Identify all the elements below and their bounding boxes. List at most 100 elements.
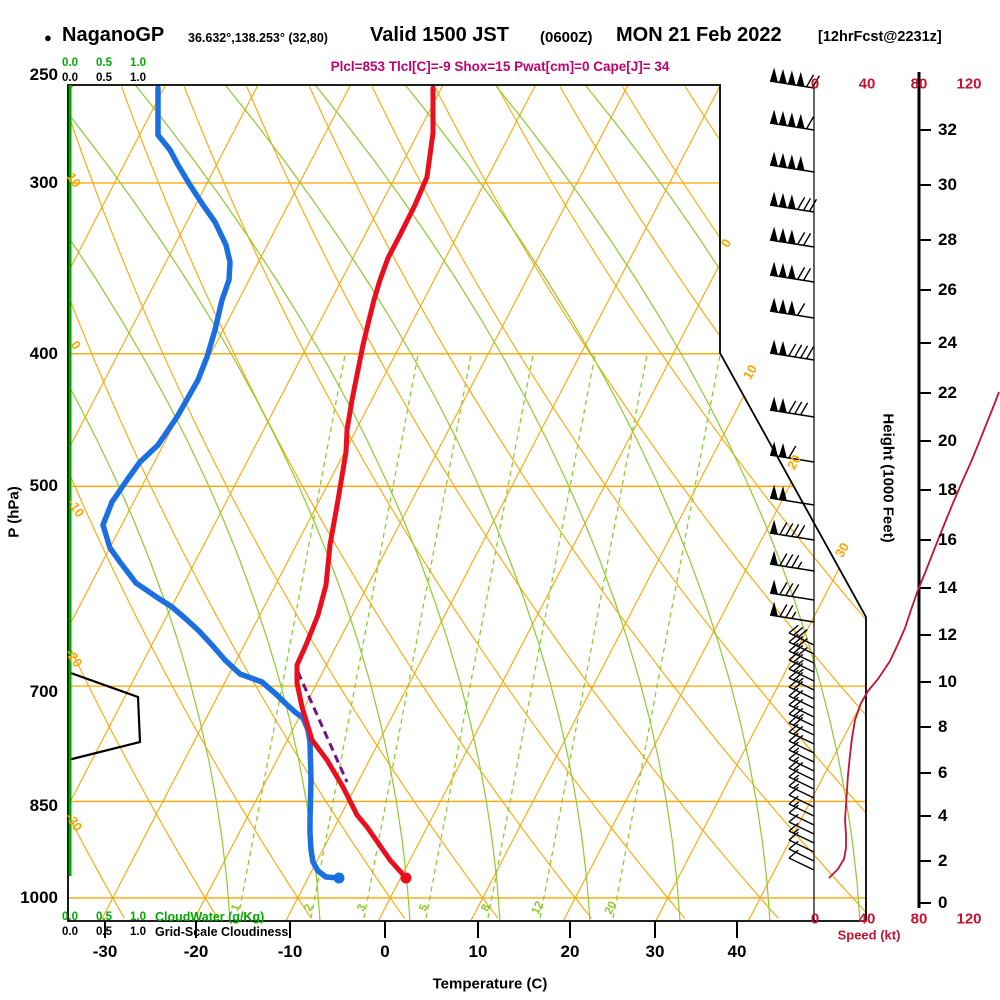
wind-barb	[788, 795, 815, 817]
moist-adiabat-line	[401, 85, 771, 921]
speed-tick-label-top: 80	[910, 75, 928, 93]
wind-barb	[788, 642, 815, 664]
dry-adiabat-line	[183, 86, 686, 919]
cloudwater-scale-bottom: 0.0	[62, 911, 78, 923]
temperature-tick-label: 20	[560, 942, 580, 961]
cloudiness-profile	[67, 670, 142, 762]
isotherm-line	[562, 85, 866, 921]
dry-adiabat-line	[809, 86, 866, 919]
isotherm-line	[68, 85, 351, 921]
temperature-axis-label: Temperature (C)	[432, 975, 548, 993]
isotherm-line	[68, 85, 444, 921]
temperature-curve	[294, 85, 436, 881]
height-tick-label: 24	[938, 333, 957, 352]
mixing-ratio-line	[539, 354, 648, 919]
temperature-tick-label: 40	[727, 942, 747, 961]
wind-barb	[788, 633, 815, 655]
temperature-tick-label: -10	[277, 942, 303, 961]
wind-barb	[769, 484, 815, 506]
cloudiness-scale-bottom: 0.0	[62, 926, 78, 938]
background-grid	[68, 85, 866, 921]
mixing-ratio-line	[487, 354, 596, 919]
isotherm-line	[747, 85, 866, 921]
speed-tick-label-top: 120	[956, 75, 982, 93]
height-tick-label: 22	[938, 383, 957, 402]
dry-adiabat-line	[371, 86, 866, 919]
height-axis-label: Height (1000 Feet)	[879, 413, 897, 543]
wind-barb	[788, 804, 815, 826]
surface-temperature-dot	[400, 872, 412, 884]
wind-barb	[788, 840, 815, 862]
wind-barb	[788, 813, 815, 835]
height-tick-label: 8	[938, 717, 948, 736]
isotherm-line	[192, 85, 629, 921]
moist-adiabat-line	[221, 85, 591, 921]
station-coords: 36.632°,138.253° (32,80)	[188, 31, 328, 45]
height-tick-label: 26	[938, 280, 957, 299]
isotherm-line	[470, 85, 866, 921]
height-tick-label: 6	[938, 763, 948, 782]
valid-date: MON 21 Feb 2022	[616, 24, 782, 46]
height-tick-label: 30	[938, 175, 957, 194]
wind-barb	[769, 151, 815, 173]
mixing-ratio-line	[363, 354, 472, 919]
wind-barb	[769, 601, 815, 623]
dewpoint-curve	[100, 85, 342, 881]
parcel-parameters-line: Plcl=853 Tlcl[C]=-9 Shox=15 Pwat[cm]=0 C…	[330, 59, 670, 74]
wind-barb	[769, 297, 815, 319]
speed-tick-label-top: 40	[858, 75, 876, 93]
pressure-tick-label: 1000	[20, 888, 58, 907]
wind-barb	[788, 723, 815, 745]
wind-barb	[769, 579, 815, 601]
wind-barb	[769, 67, 821, 89]
cloudiness-legend: Grid-Scale Cloudiness	[155, 925, 289, 939]
isotherm-line	[100, 85, 536, 921]
height-tick-label: 2	[938, 851, 948, 870]
dry-adiabat-line	[68, 86, 499, 919]
wind-barb	[769, 191, 818, 213]
wind-barb	[788, 678, 815, 700]
cloudwater-scale-top: 0.0	[62, 57, 78, 69]
temperature-tick-label: 10	[468, 942, 488, 961]
height-tick-label: 32	[938, 120, 957, 139]
isotherm-line	[655, 85, 866, 921]
speed-tick-label-bottom: 80	[910, 910, 928, 928]
isotherm-line	[377, 85, 814, 921]
wind-barb	[788, 651, 815, 673]
dry-adiabat-line	[747, 86, 866, 919]
valid-time: Valid 1500 JST	[370, 24, 509, 46]
speed-tick-label-top: 0	[810, 75, 820, 93]
wind-barb	[788, 777, 815, 799]
wind-barb	[769, 396, 815, 418]
cloudwater-scale-top: 1.0	[130, 57, 146, 69]
dry-adiabat-line	[68, 86, 405, 919]
isotherm-line	[68, 85, 166, 921]
pressure-tick-label: 300	[29, 173, 58, 192]
moist-adiabat-line	[68, 85, 411, 921]
moist-adiabat-line	[131, 85, 501, 921]
dry-adiabat-line	[434, 86, 866, 919]
cloudiness-scale-bottom: 1.0	[130, 926, 146, 938]
moist-adiabat-line	[311, 85, 681, 921]
wind-barb	[788, 750, 815, 772]
isotherm-line	[285, 85, 721, 921]
dry-adiabat-line	[246, 86, 779, 919]
surface-dewpoint-dot	[333, 872, 345, 884]
plot-frame	[67, 84, 867, 922]
dry-adiabat-line	[496, 86, 866, 919]
height-tick-label: 18	[938, 480, 957, 499]
wind-barb	[788, 768, 815, 790]
height-tick-label: 10	[938, 672, 957, 691]
wind-barb	[788, 849, 815, 871]
speed-axis-label: Speed (kt)	[837, 927, 901, 943]
title-bar: ● NaganoGP 36.632°,138.253° (32,80) Vali…	[0, 24, 1000, 54]
temperature-tick-label: -30	[92, 942, 118, 961]
wind-barb	[788, 732, 815, 754]
valid-time-utc: (0600Z)	[540, 29, 593, 46]
wind-barb	[769, 519, 815, 541]
wind-barb	[788, 831, 815, 853]
cloudwater-legend: CloudWater (g/Kg)	[155, 910, 265, 924]
cloudwater-scale-top: 0.5	[96, 57, 112, 69]
